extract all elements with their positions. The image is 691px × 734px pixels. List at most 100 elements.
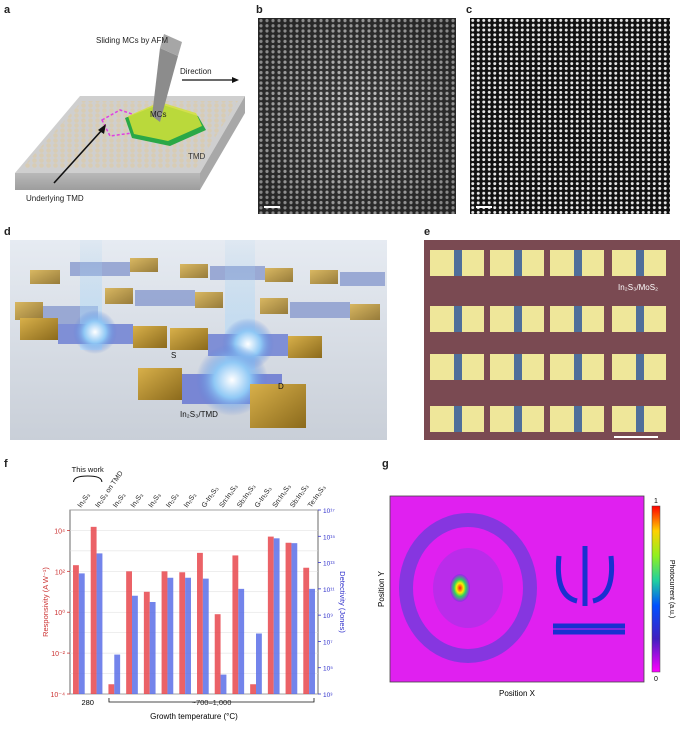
y-tick-label: 10⁻² <box>51 651 65 658</box>
electrode-pad <box>612 406 636 432</box>
colorbar <box>651 505 661 673</box>
channel-strip <box>636 406 644 432</box>
label-source: S <box>171 351 177 360</box>
electrode-pad <box>582 250 604 276</box>
responsivity-chart: 10⁴ 10² 10⁰ 10⁻² 10⁻⁴ 10¹⁷ 10¹⁵ 10¹³ 10¹¹ 10⁹ 10⁷ 1… <box>41 465 347 721</box>
bar-detectivity <box>167 577 174 694</box>
bar-responsivity <box>90 526 97 694</box>
bar-responsivity <box>250 684 256 694</box>
y2-tick-label: 10¹⁷ <box>323 508 335 515</box>
x-axis-label: Growth temperature (°C) <box>150 712 238 721</box>
hotspot <box>450 574 470 602</box>
category-label: In₂S₃ <box>112 492 127 509</box>
scale-bar-b <box>264 206 280 208</box>
bar-responsivity <box>179 572 186 694</box>
scale-bar-e <box>614 436 658 438</box>
electrode-pad <box>430 406 454 432</box>
category-label: Te:In₂S₃ <box>307 484 327 509</box>
bar-responsivity <box>161 571 168 694</box>
category-label: In₂S₃ <box>183 492 198 509</box>
channel-strip <box>636 250 644 276</box>
panel-letter-d: d <box>4 226 11 238</box>
electrode-pad <box>550 250 574 276</box>
category-label: G-In₂S₃ <box>201 485 220 509</box>
x-group-bracket <box>108 698 315 703</box>
bar-responsivity <box>108 684 115 694</box>
channel-strip <box>454 250 462 276</box>
this-work-bracket <box>73 475 103 483</box>
electrode-pad <box>462 250 484 276</box>
y2-tick-label: 10⁷ <box>323 639 333 646</box>
electrode-pad <box>644 354 666 380</box>
y2-tick-label: 10³ <box>323 692 333 699</box>
electrode-pad <box>550 354 574 380</box>
panel-letter-f: f <box>4 458 8 470</box>
panel-a-schematic <box>10 18 248 208</box>
electrode-pad <box>612 354 636 380</box>
electrode-pad <box>644 406 666 432</box>
channel-strip <box>454 306 462 332</box>
electrode-pad <box>490 406 514 432</box>
bar-detectivity <box>96 553 103 694</box>
electrode-pad <box>612 306 636 332</box>
y2-tick-label: 10¹¹ <box>323 587 335 594</box>
channel-strip <box>454 354 462 380</box>
y-axis-label: Position Y <box>377 570 386 607</box>
y2-axis-label: Detectivity (Jones) <box>338 571 347 633</box>
bar-responsivity <box>232 555 239 694</box>
panel-letter-g: g <box>382 458 389 470</box>
channel-strip <box>514 354 522 380</box>
this-work-label: This work <box>72 465 104 474</box>
ring-feature <box>399 513 537 663</box>
tem-image-c <box>470 18 670 214</box>
bar-detectivity <box>149 602 156 694</box>
category-label: In₂S₃ <box>130 492 145 509</box>
category-label: In₂S₃ <box>148 492 163 509</box>
channel-strip <box>574 354 582 380</box>
electrode-pad <box>582 306 604 332</box>
label-material-d: In₂S₃/TMD <box>180 410 218 419</box>
electrode-pad <box>522 306 544 332</box>
electrode-pad <box>490 354 514 380</box>
panel-letter-c: c <box>466 4 473 16</box>
electrode-pad <box>462 406 484 432</box>
electrode-pad <box>644 306 666 332</box>
electrode-pad <box>430 250 454 276</box>
bar-detectivity <box>114 654 121 694</box>
channel-strip <box>636 306 644 332</box>
bar-responsivity <box>303 567 310 694</box>
electrode-pad <box>430 306 454 332</box>
label-material-e: In₂S₃/MoS₂ <box>618 283 659 292</box>
colorbar-max-label: 1 <box>654 498 658 505</box>
category-label: In₂S₃ <box>165 492 180 509</box>
bar-responsivity <box>214 614 221 694</box>
y-tick-label: 10⁰ <box>54 609 65 617</box>
y-axis-label: Responsivity (A W⁻¹) <box>41 567 50 637</box>
photocurrent-map: Position X Position Y 1 0 Photocurrent (a.u.… <box>377 495 675 698</box>
channel-strip <box>454 406 462 432</box>
electrode-pad <box>462 306 484 332</box>
category-label: G-In₂S₃ <box>254 485 273 509</box>
label-sliding-afm: Sliding MCs by AFM <box>96 36 169 45</box>
bar-responsivity <box>73 565 79 694</box>
label-drain: D <box>278 382 284 391</box>
channel-strip <box>574 250 582 276</box>
channel-strip <box>574 406 582 432</box>
electrode-pad <box>522 250 544 276</box>
y2-tick-label: 10⁹ <box>323 613 333 620</box>
channel-strip <box>636 354 644 380</box>
bar-responsivity <box>126 571 132 694</box>
bar-detectivity <box>202 578 209 694</box>
colorbar-label: Photocurrent (a.u.) <box>668 560 675 618</box>
label-tmd: TMD <box>188 152 206 161</box>
electrode-pad <box>612 250 636 276</box>
electrode-pad <box>490 250 514 276</box>
electrode-pad <box>644 250 666 276</box>
y-tick-label: 10⁻⁴ <box>51 692 66 699</box>
electrode-pad <box>490 306 514 332</box>
electrode-pad <box>582 406 604 432</box>
bar-detectivity <box>78 573 85 694</box>
electrode-pad <box>582 354 604 380</box>
channel-strip <box>514 406 522 432</box>
bar-responsivity <box>267 536 274 694</box>
